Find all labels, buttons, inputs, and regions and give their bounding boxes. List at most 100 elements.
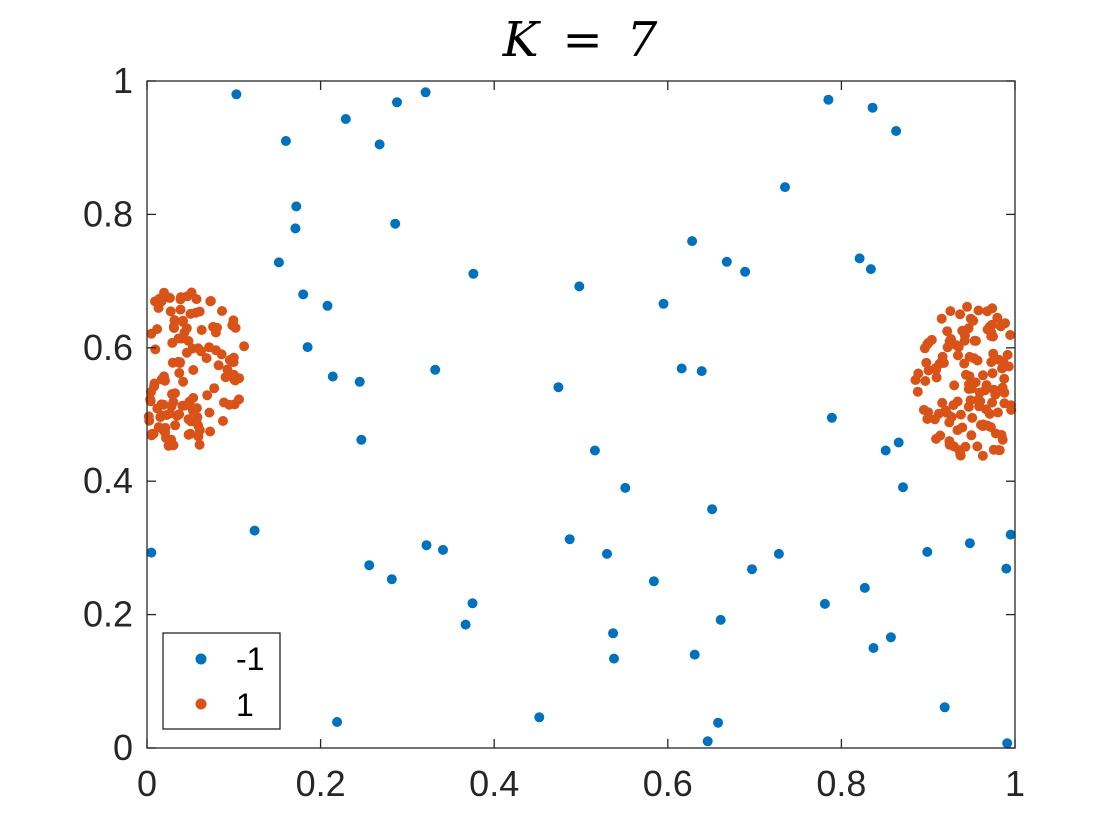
point-series-1 bbox=[981, 404, 992, 415]
point-series-neg1 bbox=[721, 256, 732, 267]
point-series-1 bbox=[174, 368, 185, 378]
point-series-neg1 bbox=[609, 653, 619, 664]
point-series-1 bbox=[972, 441, 983, 452]
legend-label-series-2: 1 bbox=[236, 687, 254, 723]
point-series-neg1 bbox=[1001, 563, 1012, 574]
point-series-neg1 bbox=[249, 525, 260, 536]
point-series-neg1 bbox=[1005, 529, 1016, 540]
point-series-1 bbox=[213, 360, 224, 371]
point-series-1 bbox=[194, 306, 205, 317]
y-tick-label: 1 bbox=[113, 60, 133, 101]
point-series-1 bbox=[963, 323, 974, 334]
point-series-1 bbox=[193, 431, 204, 442]
point-series-1 bbox=[220, 372, 231, 383]
point-series-1 bbox=[997, 363, 1007, 374]
point-series-neg1 bbox=[438, 544, 448, 555]
point-series-1 bbox=[968, 315, 979, 326]
x-tick-label: 0 bbox=[137, 763, 157, 804]
point-series-1 bbox=[931, 372, 942, 383]
point-series-neg1 bbox=[687, 236, 698, 247]
y-tick-label: 0.8 bbox=[83, 193, 133, 234]
point-series-neg1 bbox=[332, 717, 343, 727]
point-series-neg1 bbox=[658, 298, 669, 309]
point-series-neg1 bbox=[880, 445, 891, 456]
point-series-neg1 bbox=[773, 548, 784, 559]
point-series-1 bbox=[204, 407, 215, 418]
legend-marker-series-2 bbox=[195, 698, 207, 710]
legend: -1 1 bbox=[162, 632, 281, 730]
point-series-1 bbox=[974, 387, 985, 398]
point-series-1 bbox=[205, 426, 216, 437]
point-series-neg1 bbox=[534, 712, 545, 723]
point-series-1 bbox=[966, 430, 977, 441]
point-series-neg1 bbox=[273, 257, 284, 268]
point-series-1 bbox=[953, 342, 964, 352]
point-series-1 bbox=[201, 353, 212, 364]
point-series-neg1 bbox=[386, 574, 397, 585]
point-series-1 bbox=[217, 306, 227, 316]
point-series-neg1 bbox=[696, 366, 707, 377]
point-series-1 bbox=[165, 306, 176, 317]
point-series-neg1 bbox=[715, 614, 726, 625]
point-series-neg1 bbox=[868, 643, 879, 653]
point-series-1 bbox=[150, 344, 161, 355]
point-series-1 bbox=[179, 400, 190, 411]
point-series-1 bbox=[965, 395, 976, 406]
point-series-1 bbox=[999, 373, 1010, 384]
point-series-1 bbox=[964, 351, 975, 362]
point-series-1 bbox=[157, 410, 168, 421]
point-series-1 bbox=[218, 416, 228, 426]
point-series-1 bbox=[228, 369, 239, 380]
point-series-1 bbox=[183, 414, 194, 425]
point-series-1 bbox=[919, 343, 930, 354]
title-equals: = bbox=[563, 12, 603, 68]
point-series-1 bbox=[910, 375, 921, 385]
point-series-neg1 bbox=[819, 598, 830, 609]
point-series-1 bbox=[152, 403, 163, 414]
point-series-neg1 bbox=[430, 364, 441, 375]
point-series-1 bbox=[986, 357, 997, 368]
point-series-1 bbox=[193, 420, 204, 431]
point-series-1 bbox=[166, 434, 177, 445]
point-series-neg1 bbox=[823, 94, 834, 105]
point-series-1 bbox=[143, 411, 154, 422]
point-series-1 bbox=[1000, 318, 1011, 329]
point-series-1 bbox=[997, 383, 1008, 394]
point-series-1 bbox=[169, 323, 179, 333]
point-series-1 bbox=[988, 348, 999, 359]
point-series-neg1 bbox=[553, 382, 564, 393]
point-series-neg1 bbox=[354, 376, 365, 387]
point-series-1 bbox=[162, 292, 173, 303]
point-series-1 bbox=[239, 341, 250, 352]
plot-box bbox=[146, 80, 1016, 749]
point-series-1 bbox=[165, 408, 176, 419]
point-series-neg1 bbox=[865, 264, 876, 275]
point-series-1 bbox=[188, 365, 199, 375]
point-series-neg1 bbox=[327, 371, 338, 382]
point-series-neg1 bbox=[291, 201, 302, 212]
point-series-1 bbox=[209, 383, 220, 394]
point-series-1 bbox=[937, 397, 948, 408]
point-series-1 bbox=[175, 304, 186, 315]
point-series-1 bbox=[994, 445, 1005, 456]
x-tick-label: 0.8 bbox=[816, 763, 866, 804]
point-series-1 bbox=[953, 350, 963, 361]
point-series-1 bbox=[941, 407, 952, 418]
point-series-1 bbox=[181, 347, 192, 358]
point-series-1 bbox=[936, 313, 947, 324]
point-series-neg1 bbox=[322, 300, 333, 311]
point-series-neg1 bbox=[713, 717, 724, 728]
point-series-neg1 bbox=[826, 412, 837, 423]
chart-title: K = 7 bbox=[502, 12, 658, 68]
point-series-neg1 bbox=[460, 619, 471, 630]
point-series-1 bbox=[986, 331, 997, 342]
point-series-1 bbox=[186, 287, 197, 298]
point-series-neg1 bbox=[707, 504, 718, 515]
point-series-neg1 bbox=[589, 445, 600, 456]
point-series-neg1 bbox=[574, 281, 585, 292]
point-series-neg1 bbox=[231, 89, 242, 100]
title-variable: K bbox=[502, 12, 542, 68]
point-series-neg1 bbox=[648, 576, 659, 587]
point-series-neg1 bbox=[467, 598, 478, 609]
